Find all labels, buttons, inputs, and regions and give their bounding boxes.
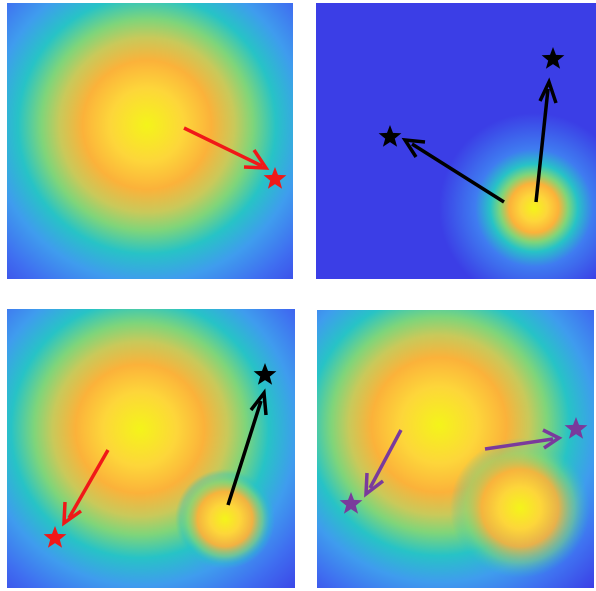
star-marker: [43, 526, 67, 548]
arrow-black: [226, 388, 268, 506]
arrow-red: [183, 126, 270, 170]
arrow-black: [401, 137, 505, 204]
panel-bottom-left: [7, 309, 295, 588]
arrow-purple: [364, 429, 403, 498]
arrow-black: [534, 77, 558, 203]
arrow-red: [62, 449, 110, 527]
panel-top-left: [7, 3, 293, 279]
star-marker: [253, 363, 277, 385]
star-marker: [564, 417, 588, 439]
field-blob: [317, 310, 594, 588]
panel-bottom-right: [317, 310, 594, 588]
field-background: [7, 3, 293, 279]
star-marker: [339, 492, 363, 514]
star-marker: [263, 167, 287, 189]
star-marker: [541, 47, 565, 69]
field-blob: [316, 3, 596, 279]
star-marker: [378, 125, 402, 147]
arrow-purple: [484, 428, 563, 451]
panel-top-right: [316, 3, 596, 279]
